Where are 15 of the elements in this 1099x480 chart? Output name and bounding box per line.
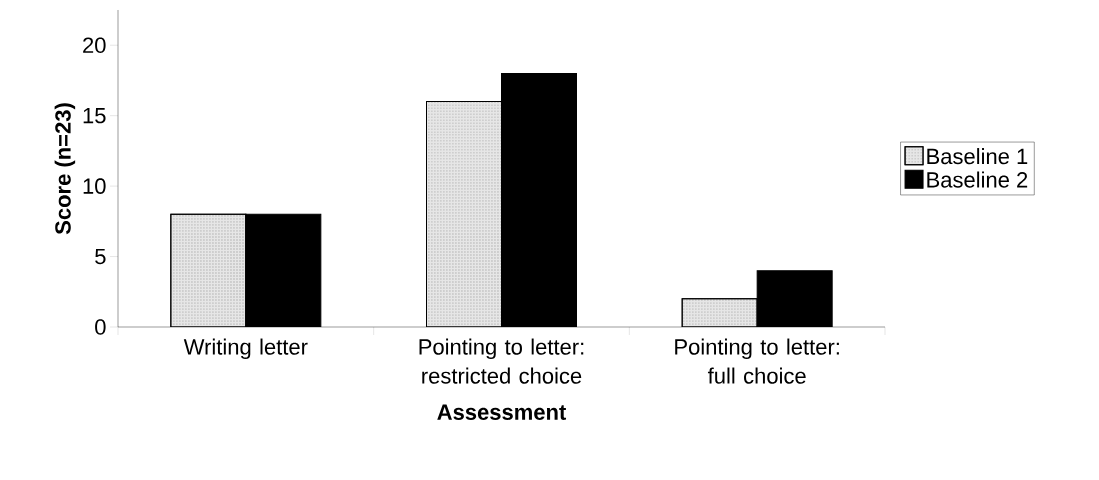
x-axis-title: Assessment — [437, 404, 567, 420]
y-axis-title: Score (n=23) — [54, 103, 76, 235]
x-tick-label: Writing letter — [183, 338, 308, 360]
y-tick-label: 15 — [83, 107, 106, 124]
y-tick-label: 10 — [83, 178, 106, 194]
bar — [426, 101, 502, 327]
x-tick-label: Pointing to letter: restricted choice — [419, 338, 584, 384]
bar — [170, 213, 247, 327]
y-tick-label: 0 — [95, 319, 106, 335]
legend-label: Baseline 2 — [927, 171, 1028, 188]
x-tick-label: Pointing to letter: full choice — [675, 338, 839, 384]
y-tick-label: 5 — [95, 248, 106, 265]
legend-label: Baseline 1 — [927, 148, 1028, 165]
y-tick-label: 20 — [83, 37, 106, 54]
bar — [681, 298, 758, 327]
